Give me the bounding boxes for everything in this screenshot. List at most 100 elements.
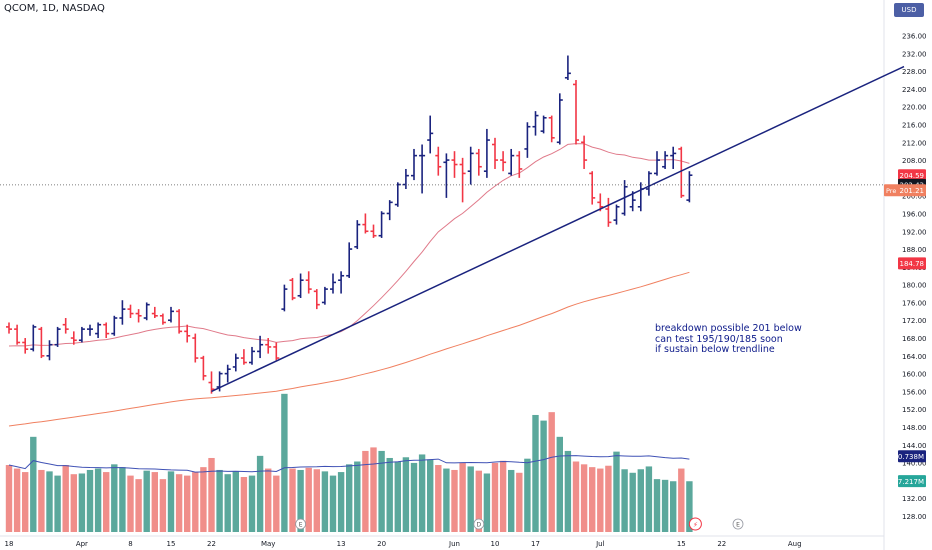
annotation-line-2: can test 195/190/185 soon — [655, 333, 783, 345]
volume-bars — [5, 393, 693, 532]
trendline — [211, 65, 905, 393]
volume-bar — [670, 481, 677, 532]
ohlc-bar — [564, 55, 571, 80]
volume-bar — [94, 468, 102, 532]
volume-bar — [175, 474, 183, 532]
currency-badge[interactable]: USD — [894, 3, 924, 17]
ohlc-bar — [500, 151, 507, 172]
volume-bar — [516, 472, 523, 532]
volume-bar — [427, 459, 434, 532]
volume-bar — [30, 436, 37, 532]
volume-bar — [605, 465, 612, 532]
volume-bar — [281, 393, 288, 532]
volume-bar — [613, 451, 620, 532]
ohlc-bar — [419, 144, 426, 194]
volume-bar — [248, 475, 256, 532]
volume-bar — [86, 469, 94, 532]
volume-bar — [192, 472, 199, 532]
ohlc-bar — [70, 331, 77, 345]
ohlc-bar — [200, 355, 207, 381]
event-icon-bg — [473, 518, 485, 530]
volume-bar — [329, 475, 337, 532]
ohlc-bar — [135, 309, 142, 323]
y-tick-label: 164.00 — [902, 353, 927, 361]
volume-bar — [265, 468, 272, 532]
x-tick-label: Jul — [595, 540, 605, 548]
ohlc-bar — [378, 211, 385, 238]
volume-bar — [208, 457, 215, 532]
ohlc-bar — [516, 151, 523, 178]
ohlc-bar — [249, 346, 255, 365]
volume-bar — [645, 466, 653, 532]
x-tick-label: 20 — [377, 540, 386, 548]
y-tick-label: 128.00 — [902, 513, 927, 521]
ohlc-bar — [6, 322, 12, 334]
ohlc-bar — [411, 148, 417, 181]
volume-bar — [62, 465, 69, 532]
volume-bar — [499, 460, 507, 532]
ohlc-bar — [532, 111, 539, 136]
price-badge: 184.78 — [898, 257, 926, 270]
y-tick-label: 168.00 — [902, 335, 927, 343]
ohlc-bar — [589, 171, 596, 205]
volume-bar — [362, 450, 369, 532]
ohlc-bar — [662, 151, 669, 169]
event-icon-letter: D — [476, 522, 481, 529]
ohlc-bar — [159, 313, 166, 325]
ohlc-bar — [78, 326, 85, 343]
ohlc-bar — [62, 318, 69, 334]
volume-bar — [686, 481, 693, 532]
y-tick-label: 236.00 — [902, 33, 927, 41]
ohlc-bar — [273, 342, 280, 361]
ohlc-bar — [483, 128, 490, 178]
ohlc-bar — [119, 300, 126, 325]
volume-bar — [13, 468, 21, 532]
ohlc-bar — [111, 315, 118, 336]
price-badge: Pre 201.21 — [884, 184, 926, 197]
ohlc-bar — [313, 289, 320, 310]
price-badge-prefix: Pre — [886, 187, 896, 195]
volume-bar — [78, 473, 86, 532]
x-tick-label: Aug — [788, 540, 802, 548]
ohlc-bar — [556, 93, 563, 145]
x-tick-label: 22 — [717, 540, 726, 548]
ohlc-bar — [330, 273, 336, 294]
ohlc-bar — [143, 302, 150, 321]
ohlc-bar — [370, 224, 377, 238]
y-tick-label: 172.00 — [902, 317, 927, 325]
ohlc-bar — [548, 115, 555, 143]
price-badge: 10.738M — [893, 450, 926, 463]
ma-long-line — [8, 271, 690, 427]
ohlc-bar — [22, 338, 29, 354]
y-tick-label: 216.00 — [902, 121, 927, 129]
volume-bar — [548, 412, 555, 532]
price-badge-value: 204.59 — [900, 172, 925, 180]
volume-bar — [119, 467, 126, 532]
volume-ma-path — [8, 455, 690, 473]
ohlc-bar — [321, 286, 328, 305]
volume-bar — [305, 467, 312, 532]
volume-bar — [402, 457, 410, 532]
volume-ma-line — [8, 455, 690, 473]
ohlc-bar — [95, 322, 102, 339]
ohlc-bar — [281, 284, 288, 312]
annotation-line-3: if sustain below trendline — [655, 344, 775, 355]
y-tick-label: 200.00 — [902, 193, 927, 201]
ohlc-bar — [645, 171, 652, 196]
volume-bar — [410, 462, 418, 532]
volume-bar — [653, 479, 661, 532]
volume-bar — [532, 414, 539, 532]
ohlc-bar — [451, 151, 458, 178]
volume-bar — [46, 471, 53, 532]
volume-bar — [491, 462, 499, 532]
volume-bar — [289, 468, 296, 532]
trendline-path — [211, 65, 905, 393]
price-badge-bg — [898, 475, 926, 488]
volume-bar — [5, 465, 13, 532]
volume-bar — [508, 469, 515, 532]
volume-bar — [70, 474, 77, 532]
x-tick-label: 15 — [167, 540, 176, 548]
ohlc-bar — [289, 277, 296, 301]
